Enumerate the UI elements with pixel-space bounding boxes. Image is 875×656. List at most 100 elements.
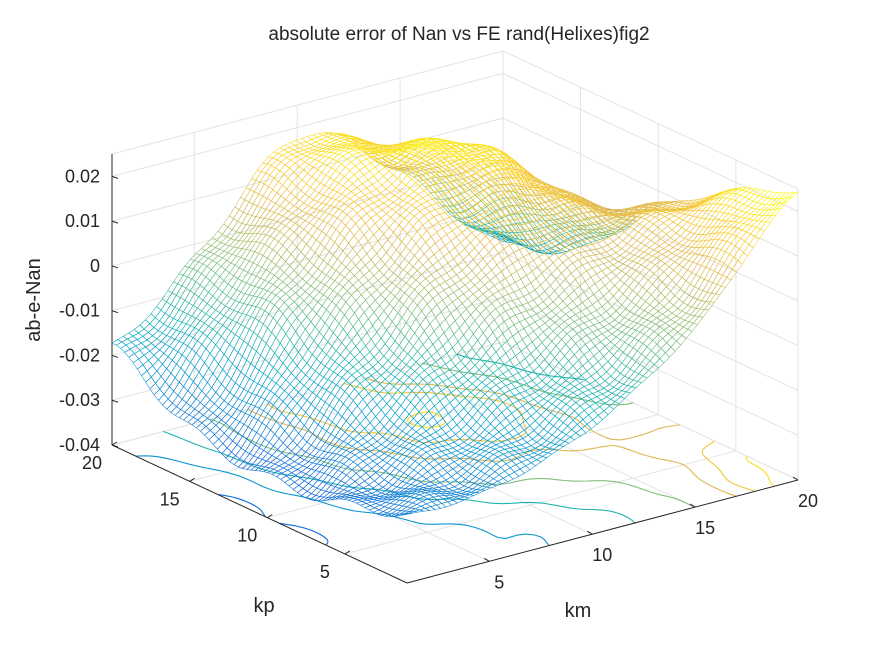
mesh-cell (281, 151, 293, 158)
mesh-cell (592, 414, 603, 425)
mesh-cell (682, 260, 694, 271)
mesh-cell (531, 375, 543, 386)
mesh-cell (422, 220, 433, 232)
mesh-cell (502, 474, 514, 483)
mesh-cell (362, 393, 374, 406)
mesh-cell (409, 279, 421, 290)
mesh-cell (450, 424, 462, 435)
mesh-cell (586, 267, 597, 278)
mesh-cell (268, 212, 279, 221)
y-tick-mark (189, 477, 195, 482)
mesh-cell (601, 361, 613, 373)
mesh-cell (464, 359, 476, 372)
mesh-cell (431, 499, 443, 506)
mesh-cell (540, 279, 551, 292)
mesh-cell (381, 179, 393, 190)
mesh-cell (447, 486, 460, 492)
mesh-cell (450, 274, 462, 285)
mesh-cell (495, 345, 507, 359)
mesh-cell (583, 406, 595, 416)
mesh-cell (516, 438, 528, 446)
mesh-cell (360, 187, 372, 196)
mesh-cell (257, 373, 268, 387)
mesh-cell (654, 260, 666, 269)
mesh-cell (489, 444, 502, 450)
mesh-cell (566, 300, 578, 311)
mesh-cell (411, 200, 422, 209)
mesh-cell (508, 471, 520, 480)
mesh-cell (141, 370, 152, 383)
mesh-cell (526, 270, 537, 284)
mesh-cell (432, 338, 444, 352)
mesh-cell (681, 221, 692, 231)
mesh-cell (436, 227, 447, 240)
mesh-cell (401, 424, 413, 435)
mesh-cell (660, 286, 672, 298)
mesh-cell (433, 284, 445, 295)
mesh-cell (610, 310, 621, 321)
mesh-cell (582, 298, 593, 309)
mesh-cell (454, 279, 466, 290)
mesh-cell (406, 428, 417, 437)
mesh-cell (572, 389, 584, 396)
mesh-cell (471, 378, 483, 388)
mesh-cell (220, 327, 232, 341)
mesh-cell (447, 258, 459, 270)
mesh-cell (377, 202, 389, 211)
mesh-cell (516, 456, 528, 463)
mesh-cell (787, 192, 799, 199)
mesh-cell (354, 351, 365, 363)
mesh-cell (443, 251, 454, 264)
mesh-cell (364, 451, 375, 458)
z-tick-mark (111, 354, 119, 358)
mesh-cell (569, 248, 581, 256)
mesh-cell (457, 375, 469, 385)
mesh-cell (588, 410, 599, 421)
mesh-cell (512, 331, 523, 345)
mesh-cell (384, 257, 396, 270)
mesh-cell (487, 401, 498, 414)
mesh-cell (471, 264, 483, 277)
mesh-cell (547, 368, 558, 380)
mesh-cell (563, 317, 575, 326)
mesh-cell (344, 477, 356, 487)
mesh-cell (418, 215, 429, 226)
mesh-cell (362, 361, 374, 372)
mesh-cell (418, 508, 431, 512)
mesh-cell (421, 349, 432, 362)
mesh-cell (604, 255, 616, 262)
mesh-cell (373, 171, 384, 182)
mesh-cell (448, 408, 459, 420)
mesh-cell (447, 292, 459, 303)
mesh-cell (413, 211, 425, 221)
mesh-cell (297, 149, 309, 155)
mesh-cell (363, 170, 375, 181)
mesh-cell (484, 280, 495, 290)
mesh-cell (543, 326, 554, 338)
mesh-cell (486, 258, 498, 271)
mesh-cell (355, 217, 366, 230)
mesh-cell (247, 380, 259, 394)
mesh-cell (663, 266, 674, 277)
mesh-cell (408, 255, 419, 267)
mesh-cell (433, 324, 445, 340)
mesh-cell (499, 352, 511, 365)
mesh-cell (280, 475, 291, 483)
mesh-cell (468, 247, 480, 260)
mesh-cell (361, 404, 372, 418)
mesh-cell (453, 402, 465, 415)
mesh-cell (142, 359, 154, 372)
mesh-cell (511, 440, 522, 447)
mesh-cell (547, 301, 558, 312)
mesh-cell (352, 318, 364, 334)
mesh-cell (420, 430, 431, 439)
mesh-cell (594, 376, 606, 386)
mesh-cell (502, 328, 513, 342)
mesh-cell (376, 323, 387, 339)
mesh-cell (533, 326, 544, 338)
mesh-cell (591, 300, 603, 311)
mesh-cell (603, 350, 614, 362)
mesh-cell (296, 357, 308, 372)
mesh-cell (389, 412, 400, 425)
mesh-cell (247, 455, 259, 465)
